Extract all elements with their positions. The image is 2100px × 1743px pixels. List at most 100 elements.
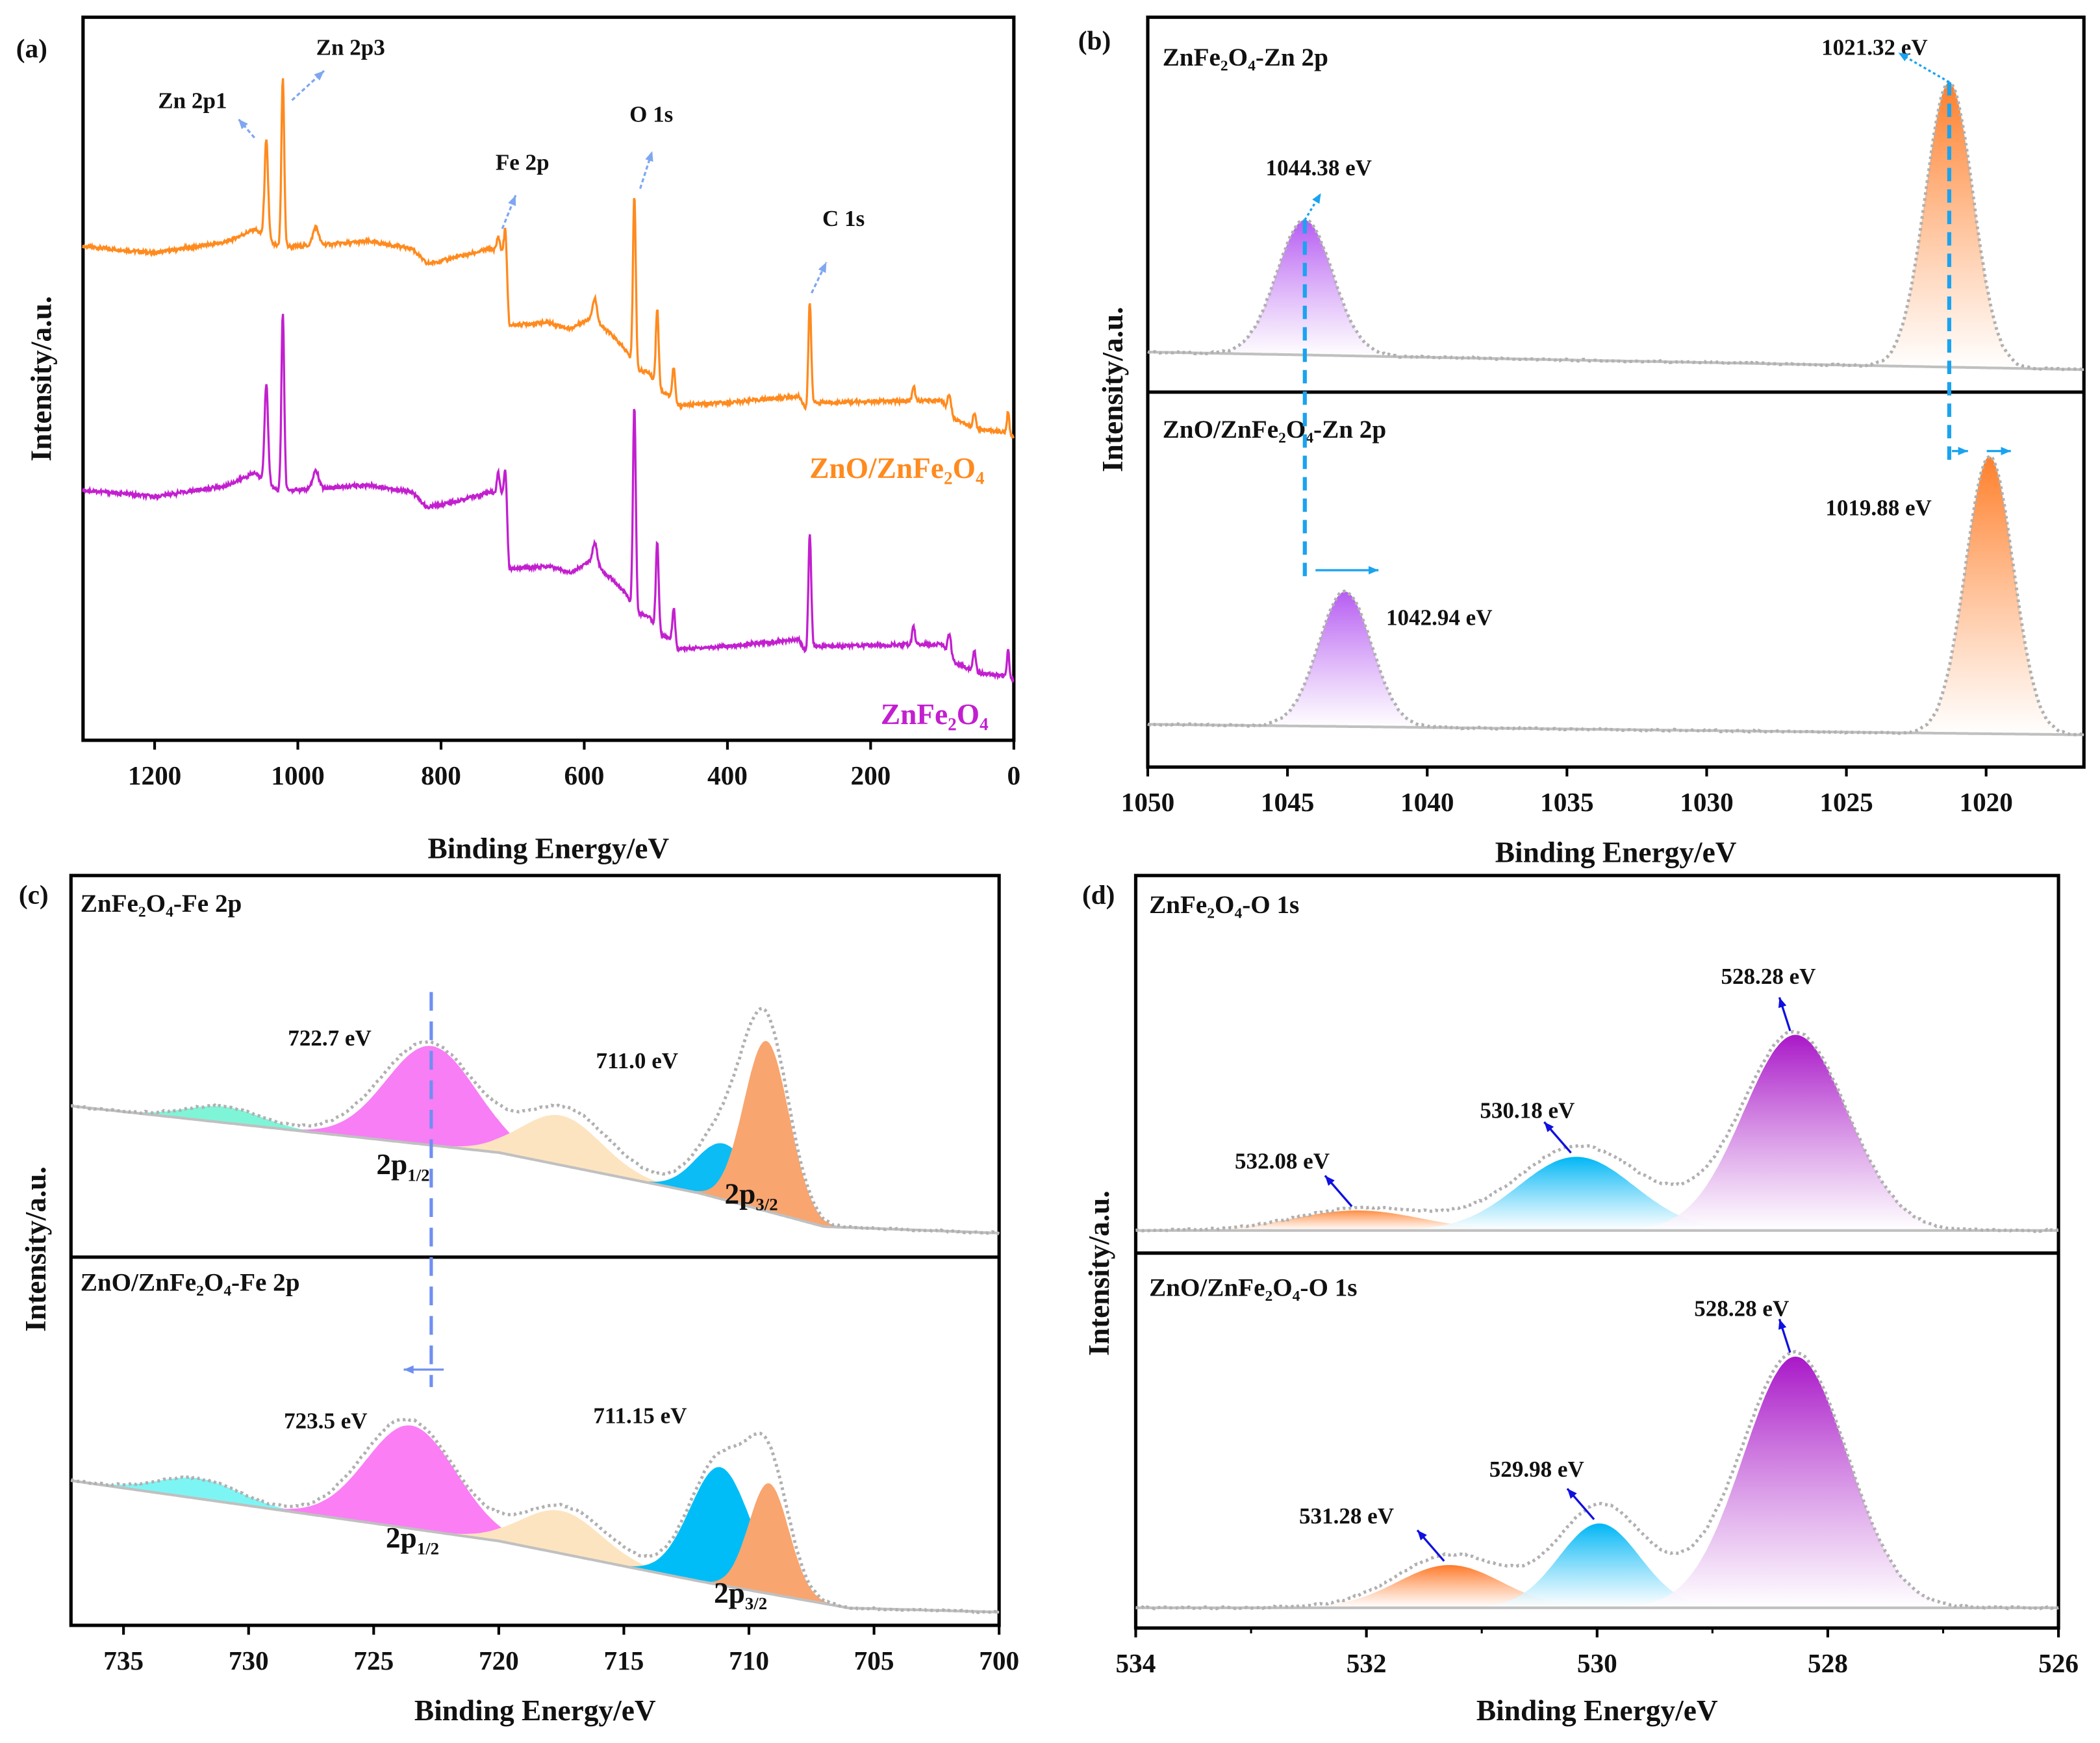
annotation-arrow-head: [238, 119, 248, 129]
subplot-title: ZnFe₂O₄-Zn 2p: [1163, 44, 1328, 71]
x-tick-label: 710: [729, 1646, 769, 1675]
peak-label: 1021.32 eV: [1821, 34, 1928, 60]
raw-data-dots: [1146, 453, 2085, 737]
x-tick-label: 725: [353, 1646, 394, 1675]
y-axis-label: Intensity/a.u.: [1096, 307, 1129, 472]
peak-label: 2p1/2: [376, 1148, 429, 1185]
peak-annotation: O 1s: [629, 101, 673, 127]
annotation-arrow-head: [314, 71, 324, 81]
x-axis-label: Binding Energy/eV: [427, 832, 669, 864]
x-tick-label: 1030: [1680, 787, 1733, 817]
peak-annotation: Fe 2p: [496, 150, 550, 175]
fit-component-1021-32: [1859, 82, 2040, 369]
peak-label: 531.28 eV: [1299, 1503, 1394, 1529]
label-arrow-head: [1544, 1122, 1554, 1133]
legend-label-zno-znfe2o4: ZnO/ZnFe₂O₄: [809, 452, 985, 484]
x-axis-label: Binding Energy/eV: [414, 1694, 656, 1727]
x-tick-label: 1000: [271, 760, 324, 790]
fit-component-528-28: [1604, 1035, 1987, 1231]
label-arrow-head: [1417, 1530, 1427, 1541]
series-line-zno-znfe2o4: [82, 78, 1015, 440]
x-tick-label: 0: [1007, 760, 1021, 790]
peak-label: 528.28 eV: [1721, 964, 1815, 989]
x-tick-label: 715: [604, 1646, 644, 1675]
x-tick-label: 1025: [1819, 787, 1873, 817]
label-arrow-head: [1567, 1488, 1577, 1499]
fit-component-709-3: [683, 1041, 848, 1228]
fit-component-1019-88: [1899, 457, 2080, 735]
series-line-znfe2o4: [82, 314, 1015, 683]
label-arrow-head: [1324, 1175, 1335, 1186]
subplot-title: ZnO/ZnFe₂O₄-O 1s: [1149, 1274, 1357, 1302]
fit-component-717-5: [428, 1114, 693, 1192]
x-tick-label: 600: [564, 760, 605, 790]
annotation-arrow-head: [818, 262, 827, 273]
x-tick-label: 1040: [1400, 787, 1454, 817]
fit-component-717-5: [430, 1510, 693, 1580]
shift-arrow-head: [1958, 447, 1968, 455]
subplot-title: ZnFe₂O₄-O 1s: [1149, 891, 1299, 919]
subplot-title: ZnO/ZnFe₂O₄-Zn 2p: [1163, 416, 1386, 444]
annotation-arrow-head: [645, 151, 653, 162]
x-tick-label: 735: [103, 1646, 144, 1675]
shift-arrow-head: [403, 1365, 414, 1374]
peak-label: 1044.38 eV: [1265, 155, 1372, 181]
x-tick-label: 1045: [1261, 787, 1314, 817]
x-tick-label: 720: [479, 1646, 519, 1675]
peak-label: 1019.88 eV: [1825, 495, 1932, 521]
peak-annotation: C 1s: [822, 206, 865, 231]
y-axis-label: Intensity/a.u.: [25, 296, 57, 462]
peak-label: 2p3/2: [714, 1577, 767, 1613]
plot-frame-2: [69, 873, 1001, 1627]
y-axis-label: Intensity/a.u.: [19, 1166, 52, 1332]
shift-arrow-head: [1369, 566, 1379, 575]
x-tick-label: 1050: [1121, 787, 1174, 817]
label-arrow-head: [1778, 997, 1787, 1009]
x-tick-label: 532: [1347, 1648, 1387, 1678]
x-tick-label: 700: [979, 1646, 1019, 1675]
peak-label: 529.98 eV: [1489, 1457, 1584, 1482]
fit-component-723-5: [251, 1425, 570, 1555]
x-tick-label: 530: [1577, 1648, 1617, 1678]
x-tick-label: 534: [1116, 1648, 1156, 1678]
x-tick-label: 1035: [1540, 787, 1593, 817]
x-tick-label: 526: [2038, 1648, 2079, 1678]
peak-label: 532.08 eV: [1235, 1149, 1330, 1174]
shift-arrow-head: [2001, 447, 2011, 455]
label-arrow-head: [1312, 193, 1321, 204]
x-tick-label: 1200: [128, 760, 181, 790]
peak-annotation: Zn 2p3: [316, 34, 385, 60]
fit-component-530-18: [1378, 1157, 1775, 1231]
legend-label-znfe2o4: ZnFe₂O₄: [881, 698, 989, 731]
y-axis-label: Intensity/a.u.: [1083, 1190, 1115, 1356]
subplot-title: ZnFe₂O₄-Fe 2p: [81, 890, 242, 918]
subplot-title: ZnO/ZnFe₂O₄-Fe 2p: [81, 1268, 300, 1296]
raw-data-dots: [1135, 1030, 2059, 1233]
raw-data-dots: [70, 1006, 1000, 1236]
x-tick-label: 1020: [1959, 787, 2012, 817]
raw-data-dots: [1135, 1349, 2059, 1611]
raw-data-dots: [70, 1416, 1000, 1614]
peak-label: 530.18 eV: [1480, 1097, 1575, 1123]
peak-annotation: Zn 2p1: [158, 88, 227, 114]
peak-label: 2p1/2: [386, 1522, 439, 1558]
panel-label: (d): [1082, 879, 1115, 910]
peak-label: 722.7 eV: [288, 1025, 371, 1051]
panel-label: (b): [1078, 25, 1111, 56]
x-tick-label: 528: [1808, 1648, 1848, 1678]
x-axis-label: Binding Energy/eV: [1495, 836, 1737, 869]
fit-component-528-28: [1599, 1357, 1992, 1608]
panel-label: (a): [16, 33, 47, 64]
peak-label: 711.0 eV: [596, 1048, 679, 1073]
peak-label: 2p3/2: [724, 1177, 778, 1214]
annotation-arrow-head: [508, 195, 516, 207]
fit-component-709-2: [697, 1483, 839, 1607]
peak-label: 528.28 eV: [1694, 1296, 1789, 1322]
x-tick-label: 800: [421, 760, 461, 790]
label-arrow-head: [1778, 1319, 1787, 1330]
x-tick-label: 730: [229, 1646, 269, 1675]
fit-component-529-98: [1458, 1523, 1740, 1608]
x-axis-label: Binding Energy/eV: [1476, 1694, 1718, 1727]
label-arrow-head: [1898, 53, 1909, 62]
